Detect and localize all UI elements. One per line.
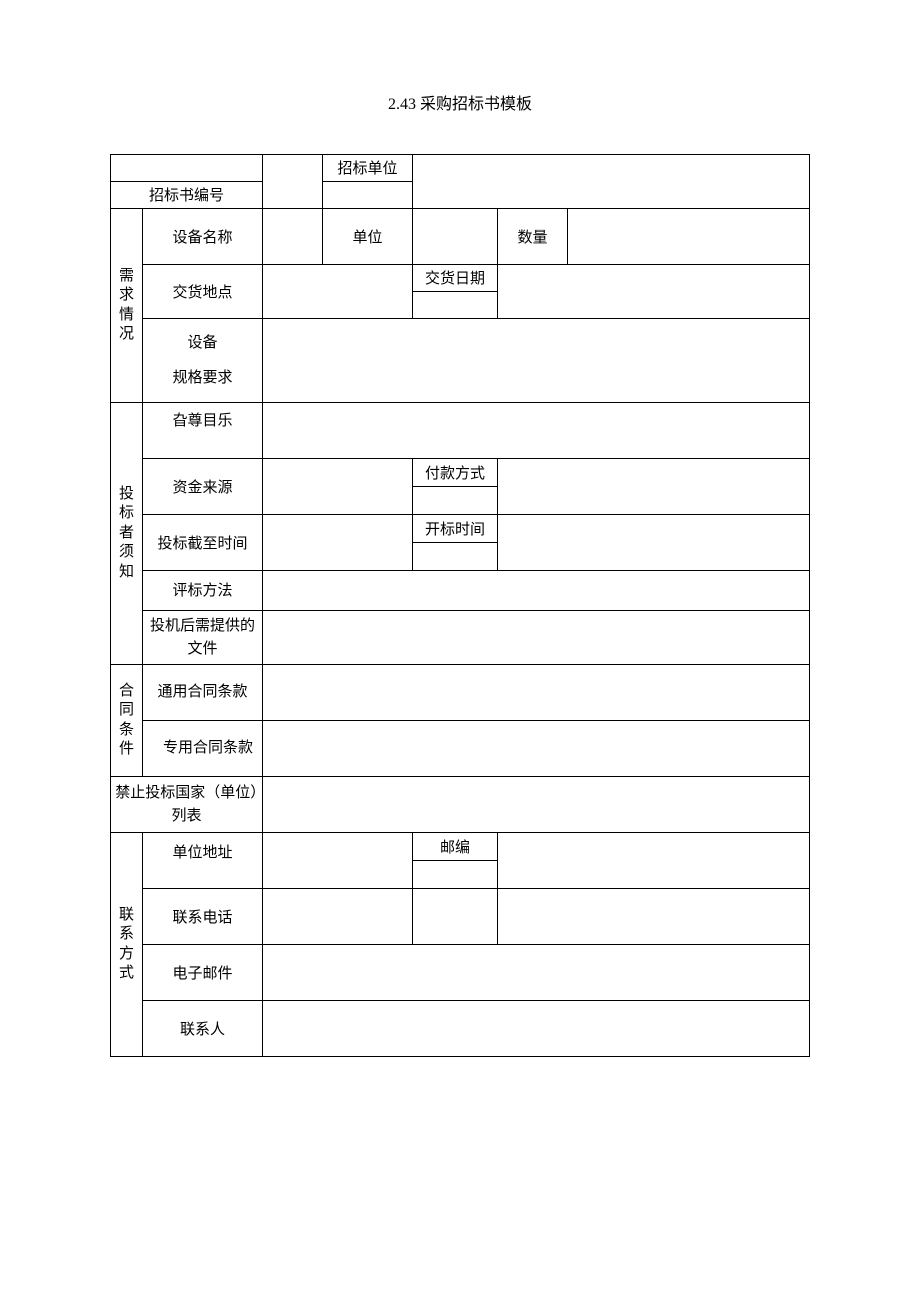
table-row: 专用合同条款 bbox=[111, 721, 810, 777]
label-special-terms: 专用合同条款 bbox=[143, 721, 263, 777]
blank-cell bbox=[263, 777, 810, 833]
label-contact-person: 联系人 bbox=[143, 1001, 263, 1057]
section-contact: 联系方式 bbox=[111, 833, 143, 1057]
blank-cell bbox=[263, 945, 810, 1001]
table-row: 合同条件 通用合同条款 bbox=[111, 665, 810, 721]
label-unit: 单位 bbox=[323, 209, 413, 265]
table-row: 联系人 bbox=[111, 1001, 810, 1057]
blank-cell bbox=[568, 209, 810, 265]
page-title: 2.43 采购招标书模板 bbox=[110, 90, 810, 114]
blank-cell bbox=[263, 459, 413, 515]
label-bid-unit-cell: 招标单位 bbox=[323, 155, 413, 209]
blank-cell bbox=[263, 1001, 810, 1057]
spec-line2: 规格要求 bbox=[145, 367, 260, 390]
section-bidder: 投标者须知 bbox=[111, 403, 143, 665]
blank-cell bbox=[498, 459, 810, 515]
table-row: 电子邮件 bbox=[111, 945, 810, 1001]
spec-line1: 设备 bbox=[145, 332, 260, 355]
form-table: 招标书编号 招标单位 需求情况 设备名称 单位 数量 交货地点 交货日期 设备 … bbox=[110, 154, 810, 1057]
table-row: 招标书编号 招标单位 bbox=[111, 155, 810, 209]
section-contract: 合同条件 bbox=[111, 665, 143, 777]
blank-cell bbox=[413, 209, 498, 265]
label-general-terms: 通用合同条款 bbox=[143, 665, 263, 721]
label-project-name: 旮尊目乐 bbox=[143, 403, 263, 459]
blank-cell bbox=[263, 571, 810, 611]
label-bid-unit: 招标单位 bbox=[323, 155, 412, 182]
label-delivery-place: 交货地点 bbox=[143, 265, 263, 319]
table-row: 设备 规格要求 bbox=[111, 319, 810, 403]
blank-cell bbox=[263, 319, 810, 403]
label-bid-number: 招标书编号 bbox=[111, 182, 262, 209]
table-row: 联系方式 单位地址 邮编 bbox=[111, 833, 810, 889]
label-eval-method: 评标方法 bbox=[143, 571, 263, 611]
table-row: 联系电话 bbox=[111, 889, 810, 945]
table-row: 交货地点 交货日期 bbox=[111, 265, 810, 319]
blank-cell bbox=[263, 665, 810, 721]
blank-cell bbox=[498, 265, 810, 319]
table-row: 资金来源 付款方式 bbox=[111, 459, 810, 515]
label-post-bid-docs: 投机后需提供的文件 bbox=[143, 611, 263, 665]
blank-cell bbox=[263, 265, 413, 319]
label-phone: 联系电话 bbox=[143, 889, 263, 945]
blank-cell bbox=[263, 611, 810, 665]
table-row: 投标截至时间 开标时间 bbox=[111, 515, 810, 571]
label-quantity: 数量 bbox=[498, 209, 568, 265]
blank-cell bbox=[263, 209, 323, 265]
label-equipment-name: 设备名称 bbox=[143, 209, 263, 265]
label-company-address: 单位地址 bbox=[143, 833, 263, 889]
blank-cell bbox=[263, 403, 810, 459]
label-prohibited-list: 禁止投标国家（单位）列表 bbox=[111, 777, 263, 833]
blank-cell bbox=[263, 889, 413, 945]
label-delivery-date-cell: 交货日期 bbox=[413, 265, 498, 319]
blank-cell bbox=[413, 155, 810, 209]
blank-cell bbox=[263, 515, 413, 571]
label-bid-number-cell: 招标书编号 bbox=[111, 155, 263, 209]
table-row: 投标者须知 旮尊目乐 bbox=[111, 403, 810, 459]
blank-cell bbox=[263, 721, 810, 777]
label-open-time: 开标时间 bbox=[413, 515, 497, 543]
label-fund-source: 资金来源 bbox=[143, 459, 263, 515]
table-row: 需求情况 设备名称 单位 数量 bbox=[111, 209, 810, 265]
blank-cell bbox=[263, 155, 323, 209]
label-payment-method-cell: 付款方式 bbox=[413, 459, 498, 515]
label-delivery-date: 交货日期 bbox=[413, 265, 497, 292]
table-row: 评标方法 bbox=[111, 571, 810, 611]
blank-cell bbox=[413, 889, 498, 945]
label-postcode: 邮编 bbox=[413, 833, 497, 861]
section-demand: 需求情况 bbox=[111, 209, 143, 403]
label-bid-deadline: 投标截至时间 bbox=[143, 515, 263, 571]
table-row: 禁止投标国家（单位）列表 bbox=[111, 777, 810, 833]
label-postcode-cell: 邮编 bbox=[413, 833, 498, 889]
label-email: 电子邮件 bbox=[143, 945, 263, 1001]
blank-cell bbox=[498, 833, 810, 889]
table-row: 投机后需提供的文件 bbox=[111, 611, 810, 665]
blank-cell bbox=[498, 515, 810, 571]
blank-cell bbox=[498, 889, 810, 945]
label-equipment-spec: 设备 规格要求 bbox=[143, 319, 263, 403]
label-payment-method: 付款方式 bbox=[413, 459, 497, 487]
label-open-time-cell: 开标时间 bbox=[413, 515, 498, 571]
blank-cell bbox=[263, 833, 413, 889]
